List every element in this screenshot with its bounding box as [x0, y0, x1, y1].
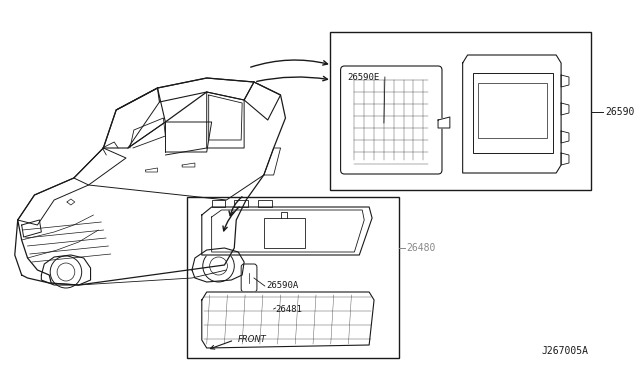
Polygon shape [463, 55, 561, 173]
Polygon shape [202, 207, 372, 255]
Polygon shape [202, 292, 374, 348]
Bar [258, 200, 272, 207]
Text: 26481: 26481 [276, 305, 303, 314]
Text: 26590: 26590 [605, 107, 635, 117]
FancyBboxPatch shape [241, 264, 257, 292]
Bar [264, 218, 305, 248]
Text: 26590E: 26590E [348, 73, 380, 81]
Text: 26480: 26480 [406, 243, 436, 253]
Text: J267005A: J267005A [541, 346, 589, 356]
FancyBboxPatch shape [340, 66, 442, 174]
Bar [330, 32, 591, 190]
Bar [234, 200, 248, 207]
Bar [472, 73, 553, 153]
Bar [187, 197, 399, 358]
Text: FRONT: FRONT [238, 336, 267, 344]
Bar [212, 200, 225, 207]
Text: 26590A: 26590A [267, 282, 299, 291]
Polygon shape [438, 117, 450, 128]
Bar [479, 83, 547, 138]
